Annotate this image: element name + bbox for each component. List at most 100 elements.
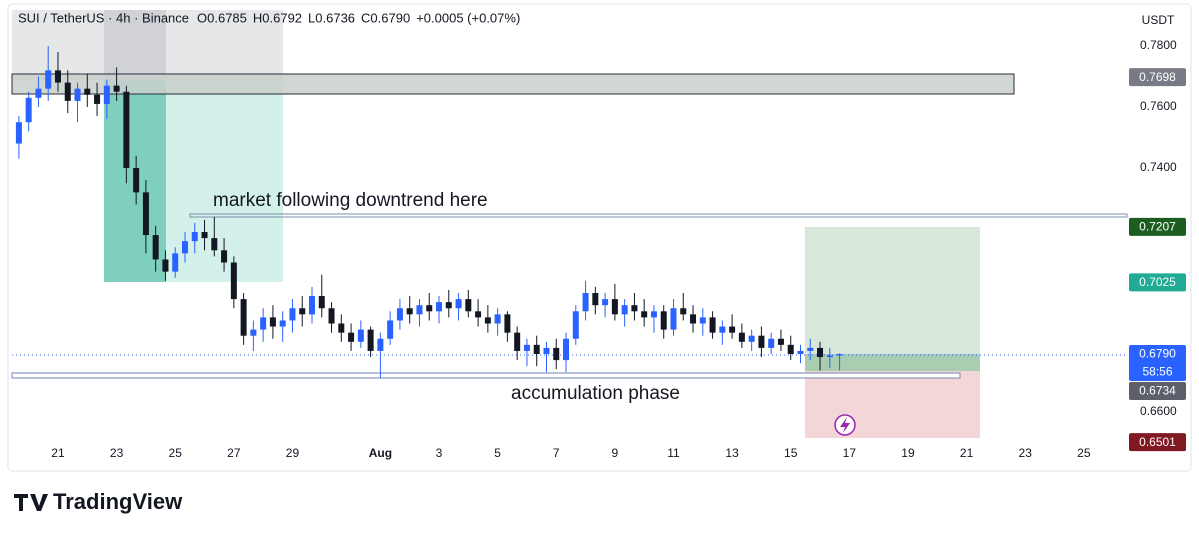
candle-body <box>396 308 403 321</box>
candle-body <box>641 311 648 318</box>
candle-body <box>699 317 706 324</box>
resistance-zone <box>11 73 1015 95</box>
chart-title: SUI / TetherUS · 4h · Binance <box>18 10 189 25</box>
candle-body <box>484 317 491 324</box>
candle-body <box>64 82 71 101</box>
candle-body <box>181 241 188 254</box>
x-tick-label: 19 <box>901 446 915 460</box>
candle-body <box>260 317 267 330</box>
candle-body <box>817 347 824 358</box>
candle-body <box>113 85 120 92</box>
candle-body <box>445 302 452 309</box>
candle-body <box>367 329 374 351</box>
candle-body <box>94 94 101 104</box>
candle-body <box>54 70 61 83</box>
y-tick-label: 0.7800 <box>1140 38 1177 52</box>
candle-body <box>162 259 169 272</box>
candle-body <box>680 308 687 315</box>
candle-body <box>318 296 325 309</box>
candle-body <box>738 332 745 342</box>
candle-body <box>328 308 335 324</box>
candle-body <box>631 305 638 312</box>
candle-body <box>172 253 179 272</box>
candle-body <box>357 329 364 342</box>
x-tick-label: 15 <box>784 446 798 460</box>
candle-body <box>660 311 667 330</box>
x-tick-label: 23 <box>1019 446 1033 460</box>
price-label-box <box>1129 273 1186 292</box>
x-tick-label: 25 <box>169 446 183 460</box>
price-label: 0.6790 <box>1139 347 1176 361</box>
annotation: accumulation phase <box>511 383 680 404</box>
x-tick-label: 29 <box>286 446 300 460</box>
candle-body <box>514 332 521 351</box>
x-tick-label: 21 <box>960 446 974 460</box>
candle-body <box>142 192 149 236</box>
candle-body <box>84 88 91 95</box>
candle-body <box>221 250 228 263</box>
candle-body <box>758 335 765 348</box>
candle-body <box>611 299 618 315</box>
x-tick-label: 9 <box>612 446 619 460</box>
candle-body <box>475 311 482 318</box>
target-zone <box>805 354 980 371</box>
x-tick-label: 17 <box>843 446 857 460</box>
candle-body <box>348 332 355 342</box>
candle-body <box>748 335 755 342</box>
legend-value: H0.6792 <box>253 10 302 25</box>
candle-body <box>416 305 423 315</box>
candle-body <box>465 299 472 312</box>
logo-mark <box>14 494 48 511</box>
x-tick-label: Aug <box>369 446 392 460</box>
candle-body <box>494 314 501 324</box>
candle-body <box>387 320 394 339</box>
candle-body <box>729 326 736 333</box>
price-label-box <box>1129 68 1186 87</box>
candle-body <box>455 299 462 309</box>
range-box <box>104 10 166 80</box>
candle-body <box>269 317 276 327</box>
price-label-box <box>1129 217 1186 236</box>
candle-body <box>211 238 218 251</box>
candle-body <box>533 344 540 354</box>
candle-body <box>133 167 140 193</box>
candle-body <box>670 308 677 330</box>
y-tick-label: 0.7400 <box>1140 160 1177 174</box>
candle-body <box>377 338 384 351</box>
candle-body <box>709 317 716 333</box>
candle-body <box>35 88 42 98</box>
candle-body <box>426 305 433 312</box>
candle-body <box>406 308 413 315</box>
candle-body <box>279 320 286 327</box>
x-tick-label: 25 <box>1077 446 1091 460</box>
candle-body <box>572 311 579 339</box>
legend-value: L0.6736 <box>308 10 355 25</box>
candle-body <box>523 344 530 351</box>
currency: USDT <box>1142 13 1175 27</box>
candle-body <box>582 293 589 312</box>
y-tick-label: 0.6600 <box>1140 404 1177 418</box>
x-tick-label: 27 <box>227 446 241 460</box>
candle-body <box>250 329 257 336</box>
candle-body <box>553 347 560 361</box>
candle-body <box>45 70 52 89</box>
candle-body <box>299 308 306 315</box>
candle-body <box>201 232 208 239</box>
candles <box>15 45 843 379</box>
legend-value: +0.0005 (+0.07%) <box>416 10 520 25</box>
price-label: 0.6734 <box>1139 384 1176 398</box>
y-tick-label: 0.7600 <box>1140 99 1177 113</box>
candle-body <box>602 299 609 306</box>
x-tick-label: 13 <box>725 446 739 460</box>
x-tick-label: 23 <box>110 446 124 460</box>
price-label: 0.7025 <box>1139 275 1176 289</box>
candle-body <box>621 305 628 315</box>
candle-body <box>768 338 775 348</box>
candle-body <box>690 314 697 324</box>
candle-body <box>797 350 804 354</box>
candle-body <box>289 308 296 321</box>
candle-body <box>826 355 833 358</box>
brand: TradingView <box>53 489 183 514</box>
price-label-box <box>1129 381 1186 400</box>
